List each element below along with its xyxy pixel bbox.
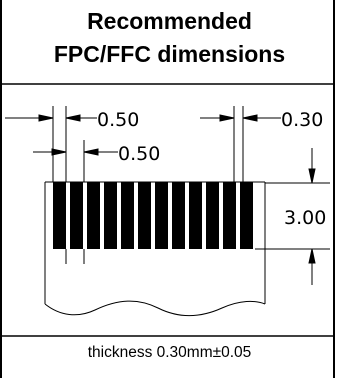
dimension-width-right <box>200 114 281 122</box>
dimension-pitch-top <box>5 114 97 122</box>
dimension-width-right-label: 0.30 <box>281 109 323 131</box>
conductor-strip <box>104 182 117 249</box>
thickness-caption: thickness 0.30mm±0.05 <box>87 344 252 361</box>
conductor-leaders <box>65 249 85 264</box>
conductor-strip <box>121 182 134 249</box>
conductor-strip <box>240 182 253 249</box>
conductor-group <box>53 182 253 249</box>
conductor-strip <box>172 182 185 249</box>
dimension-height-label: 3.00 <box>284 207 326 229</box>
conductor-strip <box>223 182 236 249</box>
extension-lines <box>52 106 244 182</box>
dimension-pitch-top-label: 0.50 <box>97 109 139 131</box>
dimension-pitch-second-label: 0.50 <box>118 143 160 165</box>
title-line-2: FPC/FFC dimensions <box>53 41 286 67</box>
dimension-pitch-second <box>33 148 118 156</box>
title-line-1: Recommended <box>87 8 252 34</box>
fpc-break-line <box>44 300 266 316</box>
conductor-strip <box>189 182 202 249</box>
conductor-strip <box>53 182 66 249</box>
dimension-height <box>308 148 316 285</box>
conductor-strip <box>138 182 151 249</box>
conductor-strip <box>87 182 100 249</box>
conductor-strip <box>206 182 219 249</box>
conductor-strip <box>155 182 168 249</box>
height-extension-lines <box>255 182 330 250</box>
conductor-strip <box>70 182 83 249</box>
